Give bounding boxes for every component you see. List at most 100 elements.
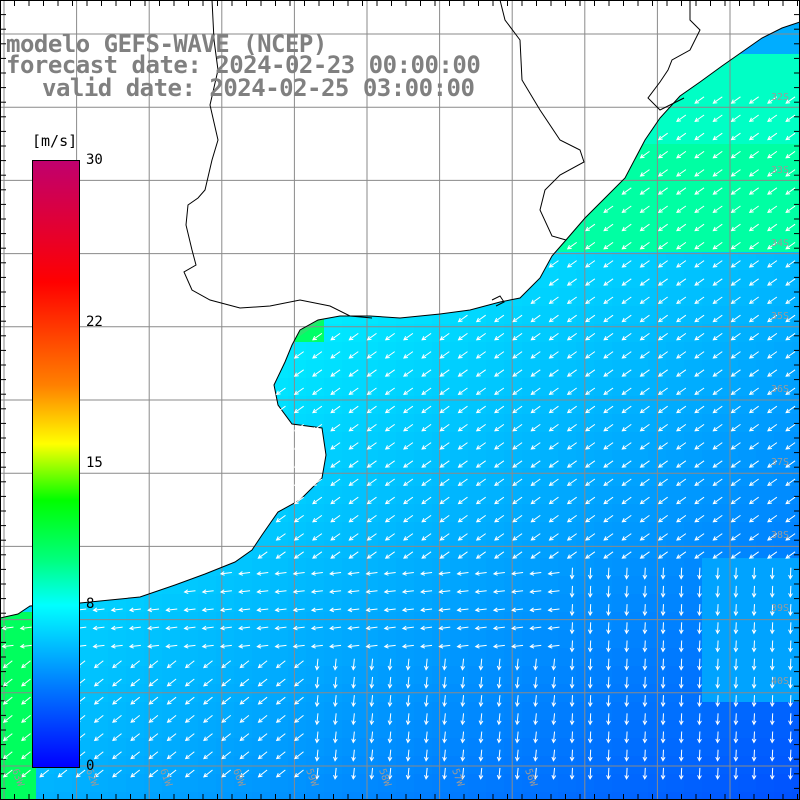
wind-arrow — [676, 150, 687, 159]
wind-speed-cell — [306, 774, 325, 793]
wind-arrow — [733, 604, 739, 617]
wind-arrow — [275, 405, 286, 414]
wind-speed-cell — [684, 162, 703, 181]
wind-speed-cell — [720, 90, 739, 109]
wind-arrow — [678, 767, 684, 780]
wind-speed-cell — [252, 594, 271, 613]
wind-speed-cell — [738, 486, 757, 505]
wind-speed-cell — [612, 198, 631, 217]
wind-speed-cell — [360, 108, 379, 127]
wind-arrow — [769, 622, 775, 635]
wind-arrow — [110, 643, 123, 649]
wind-speed-cell — [198, 288, 217, 307]
wind-speed-cell — [252, 162, 271, 181]
wind-arrow — [769, 658, 775, 671]
wind-arrow — [785, 132, 796, 141]
wind-speed-cell — [486, 594, 505, 613]
wind-arrow — [383, 625, 396, 631]
wind-speed-cell — [612, 450, 631, 469]
wind-speed-cell — [162, 270, 181, 289]
wind-speed-cell — [486, 54, 505, 73]
wind-speed-cell — [90, 774, 109, 793]
wind-arrow — [496, 731, 502, 744]
wind-arrow — [548, 278, 559, 286]
wind-arrow — [166, 714, 177, 723]
wind-speed-cell — [738, 306, 757, 325]
wind-speed-cell — [162, 288, 181, 307]
wind-speed-cell — [558, 540, 577, 559]
wind-arrow — [93, 696, 104, 705]
wind-arrow — [587, 585, 593, 598]
wind-speed-cell — [666, 630, 685, 649]
wind-arrow — [566, 442, 577, 450]
wind-speed-cell — [522, 288, 541, 307]
wind-speed-cell — [360, 738, 379, 757]
wind-arrow — [330, 478, 341, 487]
wind-arrow — [624, 658, 630, 671]
wind-speed-cell — [234, 774, 253, 793]
wind-speed-cell — [630, 36, 649, 55]
wind-arrow — [697, 567, 702, 580]
wind-speed-cell — [198, 522, 217, 541]
wind-speed-cell — [144, 180, 163, 199]
wind-speed-cell — [684, 594, 703, 613]
wind-arrow — [694, 423, 705, 432]
wind-arrow — [333, 749, 338, 762]
wind-arrow — [748, 478, 759, 487]
wind-arrow — [767, 351, 778, 359]
wind-speed-cell — [90, 360, 109, 379]
wind-speed-cell — [630, 756, 649, 775]
wind-arrow — [767, 96, 778, 104]
wind-speed-cell — [216, 360, 235, 379]
wind-arrow — [166, 678, 177, 687]
wind-arrow — [183, 625, 196, 631]
wind-speed-cell — [18, 612, 37, 631]
wind-speed-cell — [324, 558, 343, 577]
wind-speed-cell — [432, 414, 451, 433]
wind-arrow — [351, 767, 356, 780]
wind-speed-cell — [234, 342, 253, 361]
wind-arrow — [767, 533, 778, 541]
wind-arrow — [767, 442, 778, 450]
wind-speed-cell — [630, 486, 649, 505]
wind-speed-cell — [432, 720, 451, 739]
wind-arrow — [239, 660, 250, 669]
wind-speed-cell — [252, 450, 271, 469]
wind-arrow — [405, 658, 411, 671]
wind-speed-cell — [504, 576, 523, 595]
wind-arrow — [294, 733, 304, 742]
wind-arrow — [383, 643, 396, 649]
wind-arrow — [585, 314, 596, 323]
wind-speed-cell — [342, 486, 361, 505]
wind-speed-cell — [540, 324, 559, 343]
wind-speed-cell — [162, 504, 181, 523]
wind-speed-cell — [36, 792, 55, 800]
wind-arrow — [694, 150, 705, 159]
wind-speed-cell — [684, 306, 703, 325]
wind-arrow — [293, 387, 304, 396]
wind-speed-cell — [666, 612, 685, 631]
wind-speed-cell — [396, 720, 415, 739]
wind-speed-cell — [414, 450, 433, 469]
wind-speed-cell — [432, 180, 451, 199]
wind-arrow — [585, 514, 596, 523]
wind-speed-cell — [270, 558, 289, 577]
wind-speed-cell — [756, 198, 775, 217]
wind-speed-cell — [738, 198, 757, 217]
wind-arrow — [439, 405, 450, 414]
wind-arrow — [312, 514, 323, 523]
wind-speed-cell — [594, 108, 613, 127]
wind-arrow — [274, 589, 287, 595]
wind-arrow — [712, 205, 723, 214]
wind-speed-cell — [666, 234, 685, 253]
wind-speed-cell — [684, 108, 703, 127]
wind-speed-cell — [252, 414, 271, 433]
wind-speed-cell — [414, 270, 433, 289]
wind-speed-cell — [252, 504, 271, 523]
wind-speed-cell — [378, 432, 397, 451]
wind-speed-cell — [594, 540, 613, 559]
wind-speed-cell — [0, 756, 19, 775]
wind-arrow — [424, 767, 429, 780]
wind-speed-cell — [396, 108, 415, 127]
wind-speed-cell — [378, 738, 397, 757]
